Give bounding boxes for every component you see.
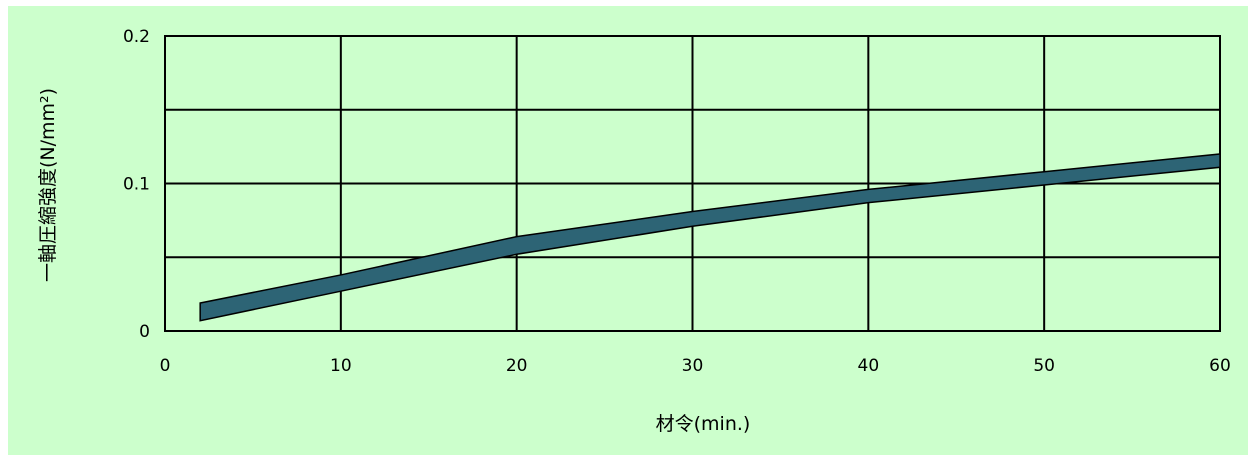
x-tick-label: 10 — [330, 356, 352, 376]
x-axis-title: 材令(min.) — [656, 413, 751, 435]
x-tick-label: 30 — [682, 356, 704, 376]
y-tick-labels: 0 0.1 0.2 — [123, 27, 150, 342]
x-tick-label: 50 — [1033, 356, 1055, 376]
y-tick-label: 0.1 — [123, 175, 150, 195]
x-tick-label: 40 — [858, 356, 880, 376]
y-tick-label: 0.2 — [123, 27, 150, 47]
top-strip — [0, 0, 1248, 6]
strength-range-band — [199, 153, 1221, 322]
x-tick-label: 0 — [160, 356, 171, 376]
data-band — [199, 153, 1221, 322]
x-tick-labels: 0 10 20 30 40 50 60 — [160, 356, 1231, 376]
x-tick-label: 20 — [506, 356, 528, 376]
y-axis-title: 一軸圧縮強度(N/mm²) — [37, 88, 59, 282]
x-tick-label: 60 — [1209, 356, 1231, 376]
y-tick-label: 0 — [139, 322, 150, 342]
